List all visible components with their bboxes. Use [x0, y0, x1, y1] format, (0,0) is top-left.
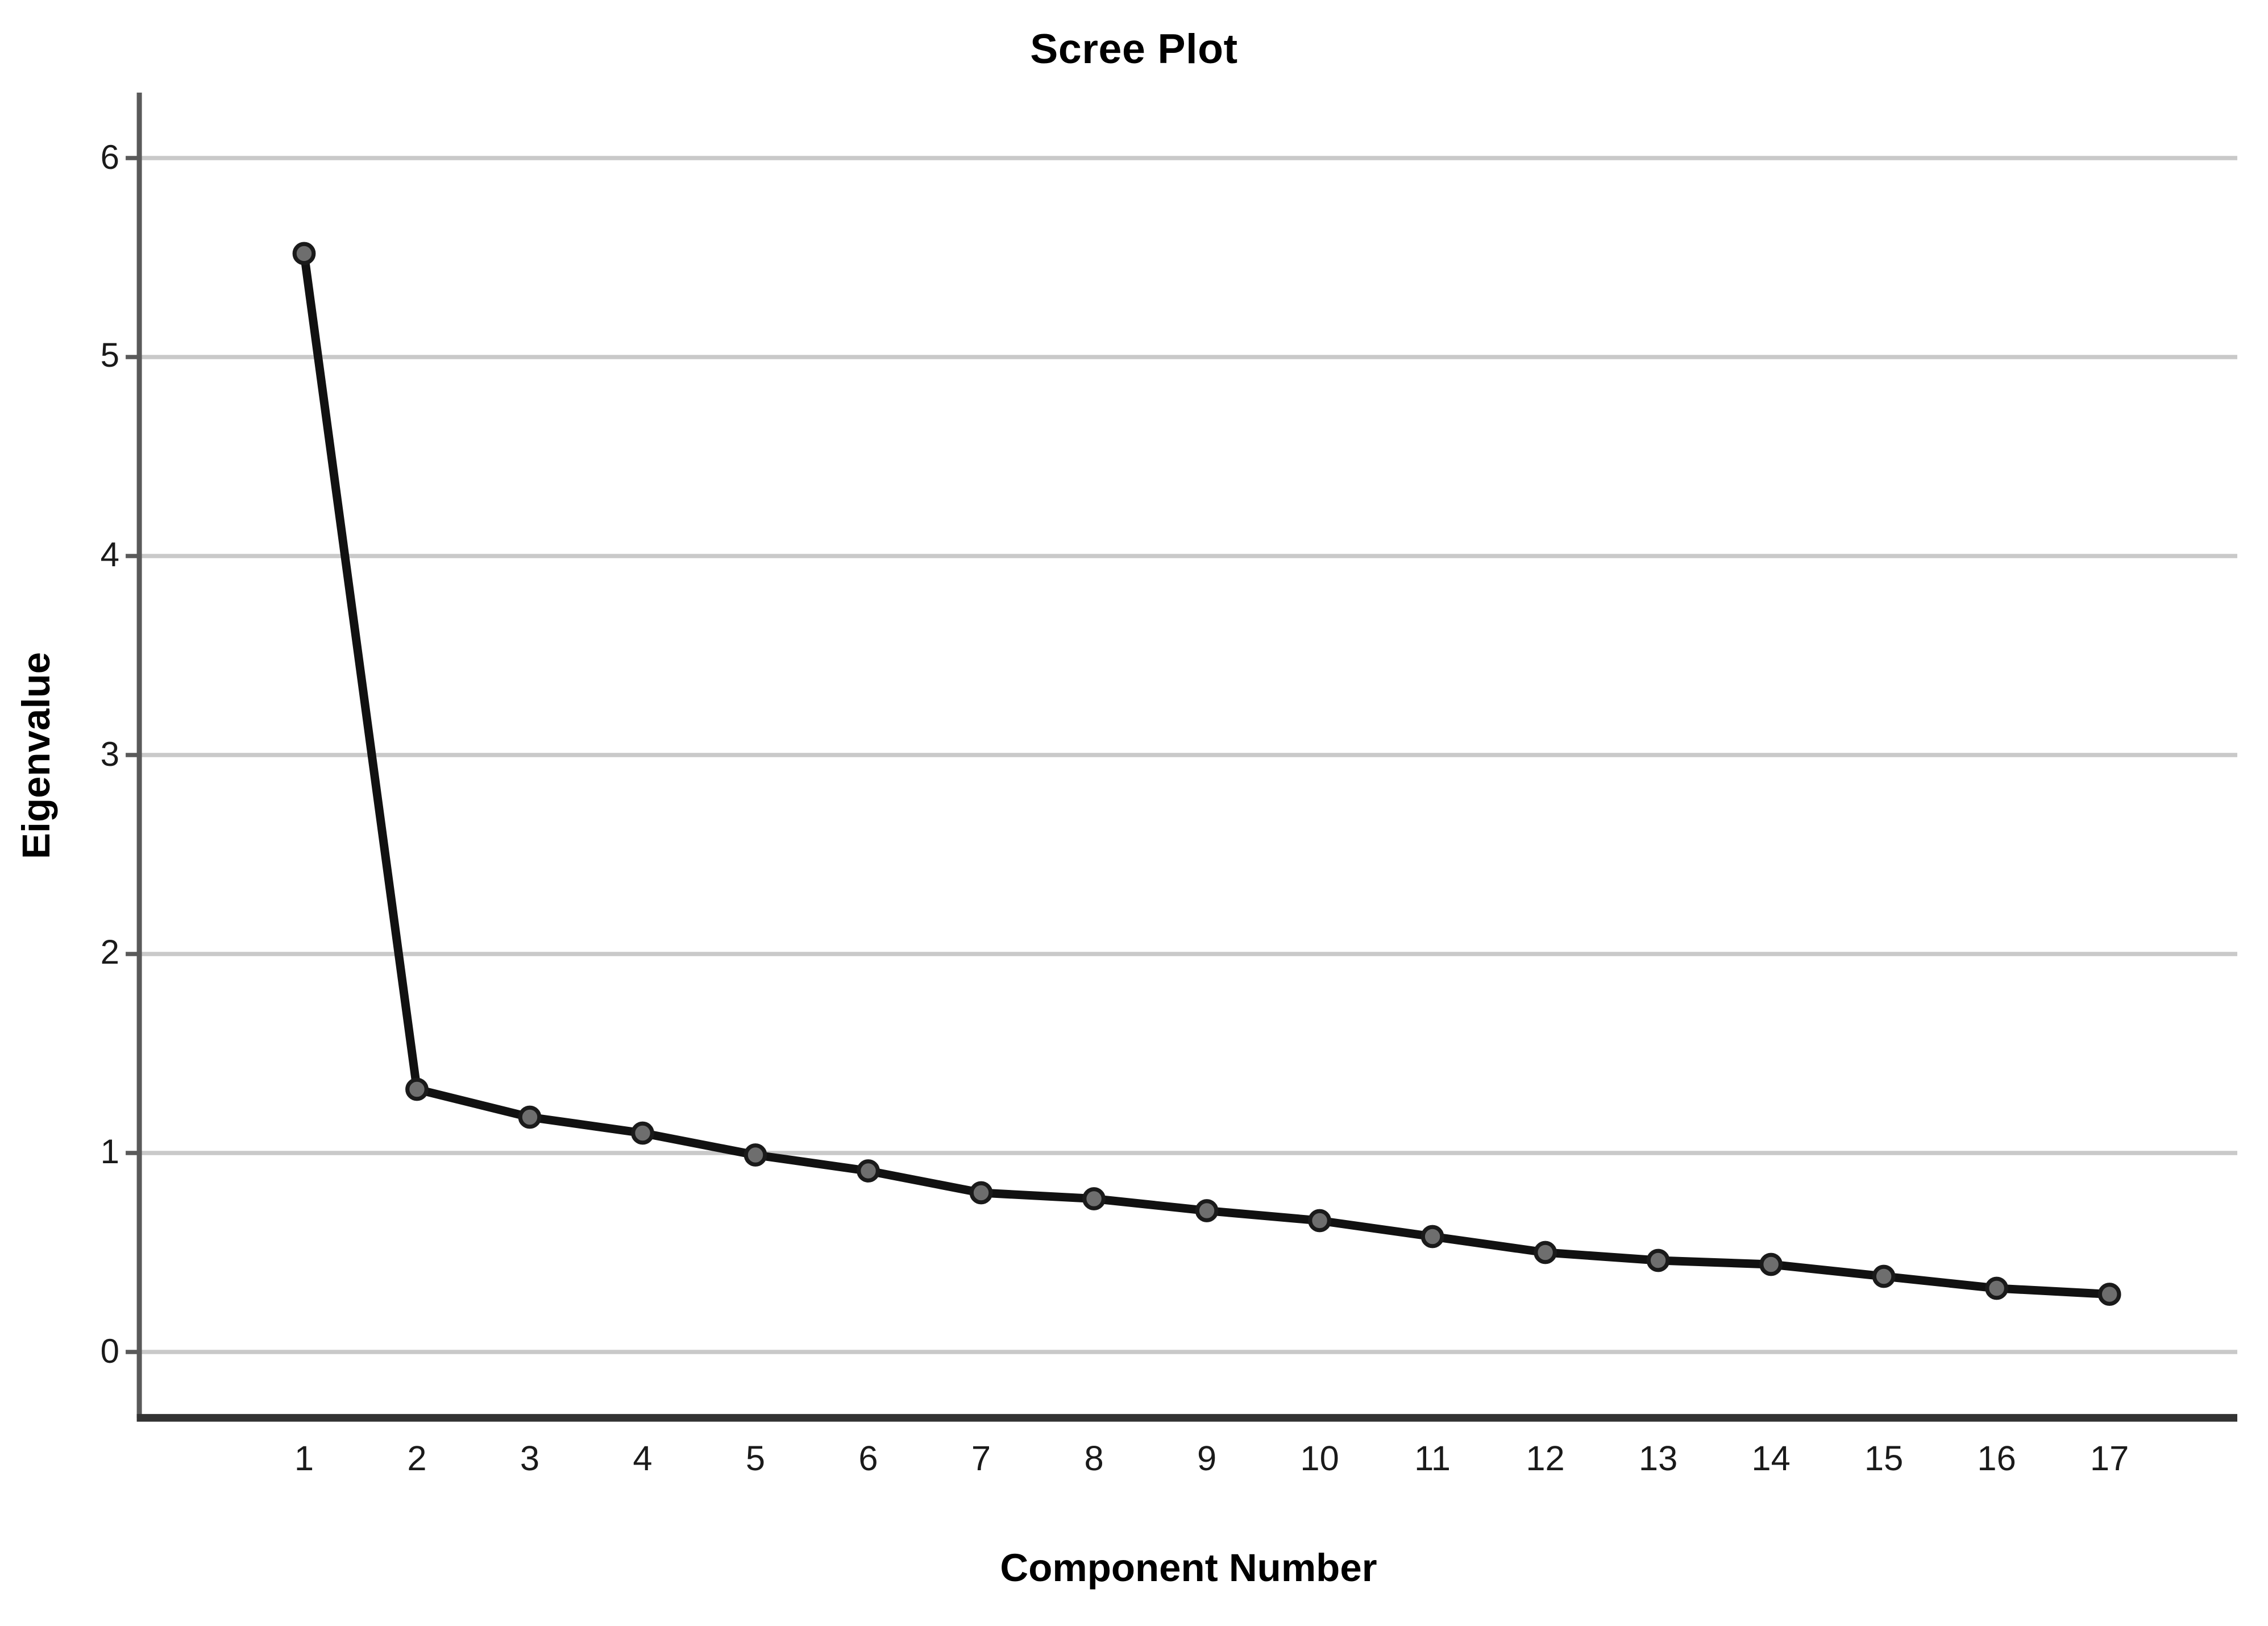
data-point-marker [1534, 1241, 1557, 1264]
x-tick-label: 1 [294, 1440, 314, 1479]
x-axis-title: Component Number [1000, 1545, 1377, 1590]
y-tick-label: 0 [100, 1333, 119, 1371]
data-point-marker [969, 1181, 993, 1205]
scree-line [300, 249, 2114, 1299]
data-point-marker [405, 1077, 429, 1101]
data-point-marker [1872, 1264, 1896, 1288]
x-tick-label: 12 [1526, 1440, 1565, 1479]
x-tick-label: 2 [407, 1440, 427, 1479]
data-point-marker [1308, 1209, 1331, 1233]
x-tick-label: 17 [2090, 1440, 2129, 1479]
x-tick-label: 4 [633, 1440, 653, 1479]
x-tick-label: 7 [971, 1440, 991, 1479]
x-tick-label: 11 [1414, 1440, 1451, 1479]
x-tick-label: 5 [745, 1440, 766, 1479]
data-point-marker [1420, 1225, 1444, 1248]
x-tick-label: 9 [1197, 1440, 1217, 1479]
data-point-marker [743, 1143, 767, 1167]
x-tick-label: 6 [858, 1440, 878, 1479]
data-point-marker [518, 1105, 542, 1129]
x-tick-label: 3 [520, 1440, 540, 1479]
x-tick-label: 16 [1977, 1440, 2016, 1479]
data-point-marker [1759, 1252, 1783, 1276]
x-tick-label: 10 [1300, 1440, 1339, 1479]
data-point-marker [631, 1121, 654, 1145]
x-tick-label: 14 [1751, 1440, 1791, 1479]
data-point-marker [292, 242, 316, 266]
x-tick-label: 15 [1864, 1440, 1904, 1479]
x-tick-label: 8 [1084, 1440, 1104, 1479]
y-tick-label: 6 [100, 139, 119, 177]
chart-title: Scree Plot [1030, 27, 1238, 73]
data-point-marker [1646, 1248, 1670, 1272]
data-point-marker [1082, 1187, 1106, 1210]
y-tick-label: 1 [100, 1134, 119, 1172]
y-tick-label: 2 [100, 935, 119, 973]
data-point-marker [1195, 1199, 1219, 1222]
x-tick-label: 13 [1638, 1440, 1678, 1479]
data-point-marker [2097, 1283, 2121, 1306]
y-tick-label: 3 [100, 736, 119, 774]
data-point-marker [857, 1159, 880, 1183]
y-tick-label: 4 [100, 537, 119, 575]
data-point-marker [1985, 1276, 2009, 1300]
y-tick-label: 5 [100, 338, 119, 376]
